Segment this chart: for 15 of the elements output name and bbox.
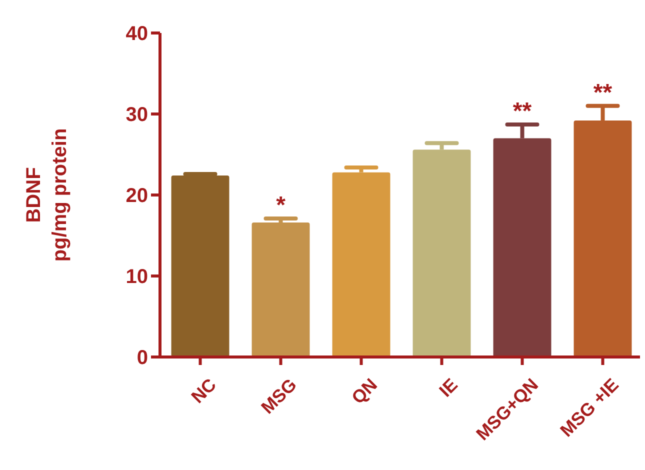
annotation: * — [276, 192, 286, 220]
annotation: ** — [512, 98, 532, 126]
bar — [332, 172, 390, 357]
x-tick-label: IE — [435, 374, 462, 401]
annotation: ** — [593, 80, 613, 107]
y-tick-label: 40 — [126, 23, 148, 46]
y-axis-title: BDNF pg/mg protein — [23, 128, 71, 262]
bar — [252, 222, 310, 357]
y-tick-label: 0 — [136, 347, 148, 370]
bar — [171, 176, 230, 357]
y-tick-label: 30 — [126, 104, 148, 126]
y-tick-label: 10 — [126, 266, 148, 288]
y-tick-label: 20 — [126, 185, 148, 208]
x-tick-label: QN — [348, 374, 381, 408]
x-tick-label: NC — [187, 374, 220, 408]
